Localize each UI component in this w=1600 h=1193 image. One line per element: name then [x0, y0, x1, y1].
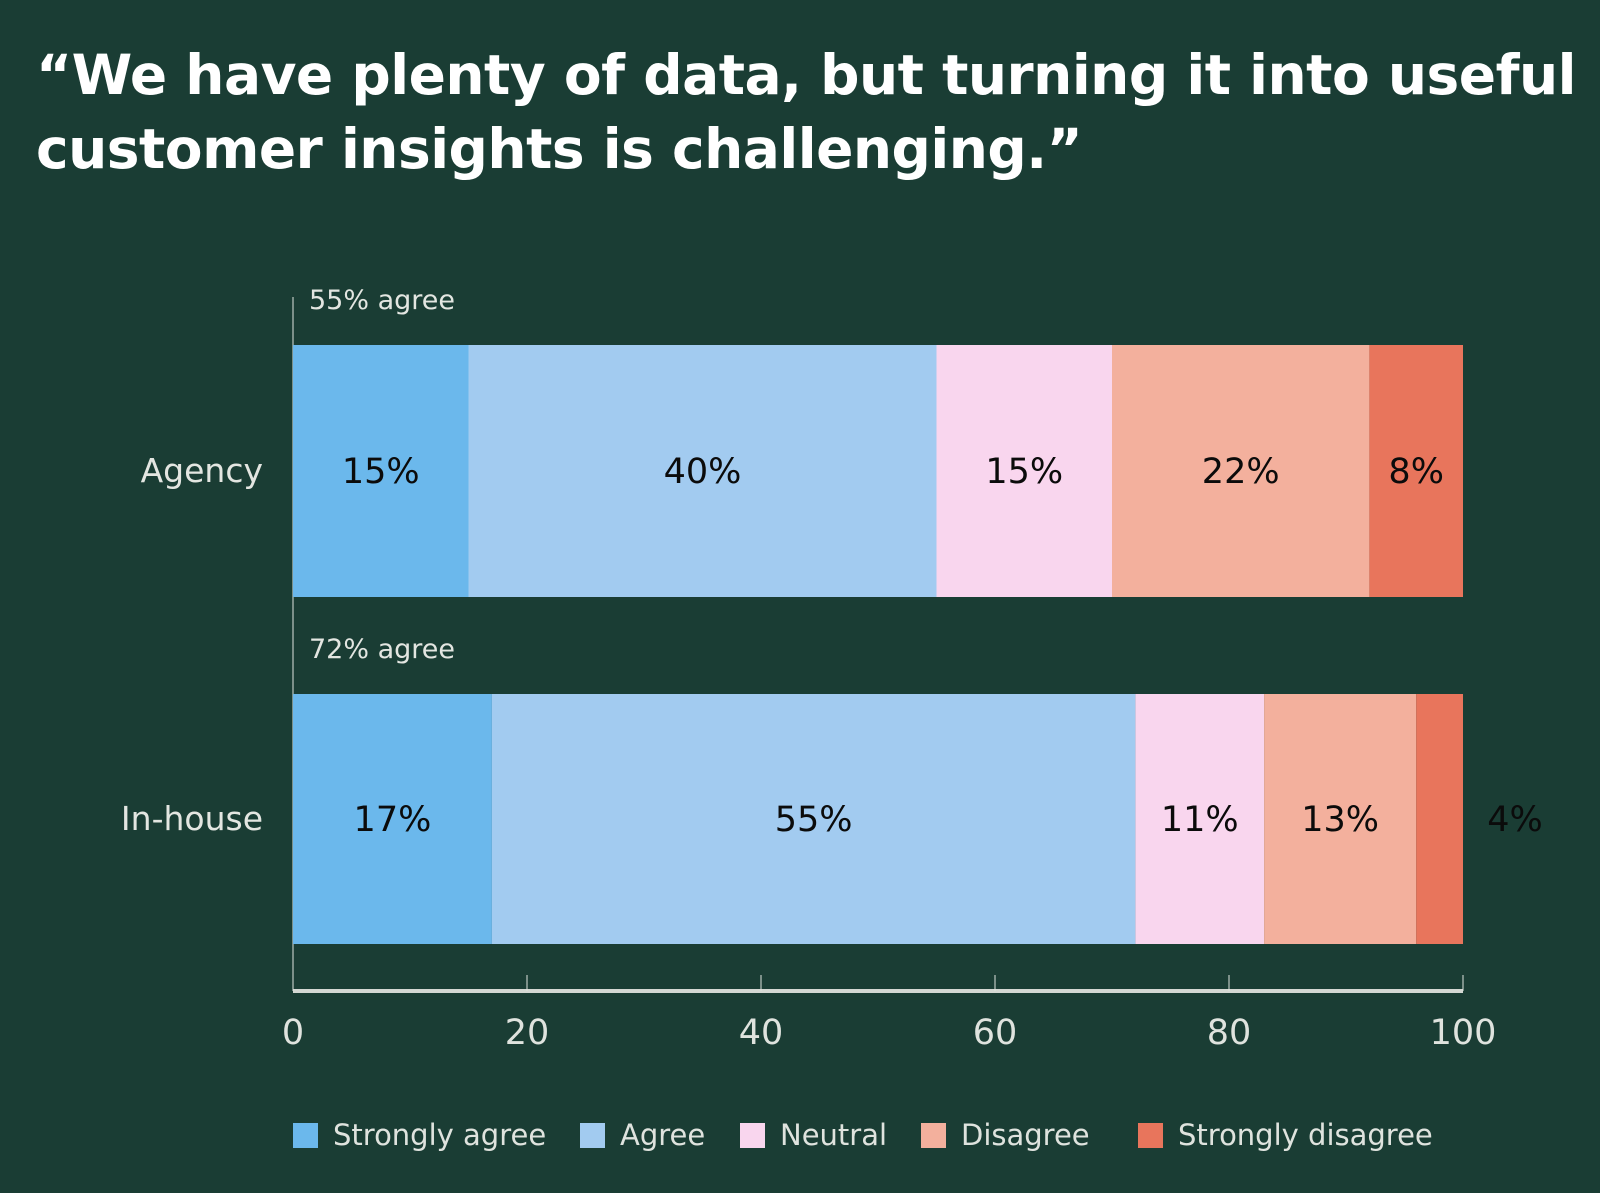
agree-annotation: 55% agree [309, 285, 455, 316]
data-label: 55% [775, 800, 853, 840]
x-tick-label: 40 [739, 1013, 784, 1053]
legend-label: Strongly agree [333, 1118, 546, 1152]
bar-segment [1264, 694, 1417, 944]
bar-segment [293, 345, 469, 597]
x-tick-label: 100 [1430, 1013, 1497, 1053]
legend-label: Agree [620, 1118, 705, 1152]
bar-segment [293, 694, 492, 944]
category-label: Agency [141, 451, 263, 490]
bar-segment [491, 694, 1136, 944]
legend-label: Strongly disagree [1178, 1118, 1433, 1152]
bar-segment [1416, 694, 1463, 944]
data-label: 11% [1161, 800, 1239, 840]
data-label: 15% [342, 452, 420, 492]
legend-swatch [921, 1123, 946, 1148]
legend-swatch [1138, 1123, 1163, 1148]
legend-swatch [293, 1123, 318, 1148]
data-label: 17% [354, 800, 432, 840]
x-tick-label: 80 [1207, 1013, 1252, 1053]
data-label: 13% [1301, 800, 1379, 840]
legend-swatch [740, 1123, 765, 1148]
agree-annotation: 72% agree [309, 634, 455, 665]
data-label: 15% [985, 452, 1063, 492]
legend-label: Disagree [961, 1118, 1090, 1152]
category-label: In-house [121, 799, 263, 838]
bar-segment [1112, 345, 1370, 597]
chart-title: “We have plenty of data, but turning it … [36, 43, 1577, 181]
bar-segment [1369, 345, 1463, 597]
legend-label: Neutral [780, 1118, 887, 1152]
bar-segment [1135, 694, 1265, 944]
data-label: 40% [664, 452, 742, 492]
x-tick-label: 20 [505, 1013, 550, 1053]
x-tick-label: 60 [973, 1013, 1018, 1053]
data-label: 22% [1202, 452, 1280, 492]
bar-segment [468, 345, 937, 597]
bar-segment [936, 345, 1112, 597]
legend-swatch [580, 1123, 605, 1148]
data-label: 4% [1487, 800, 1543, 840]
x-tick-label: 0 [282, 1013, 304, 1053]
data-label: 8% [1388, 452, 1444, 492]
